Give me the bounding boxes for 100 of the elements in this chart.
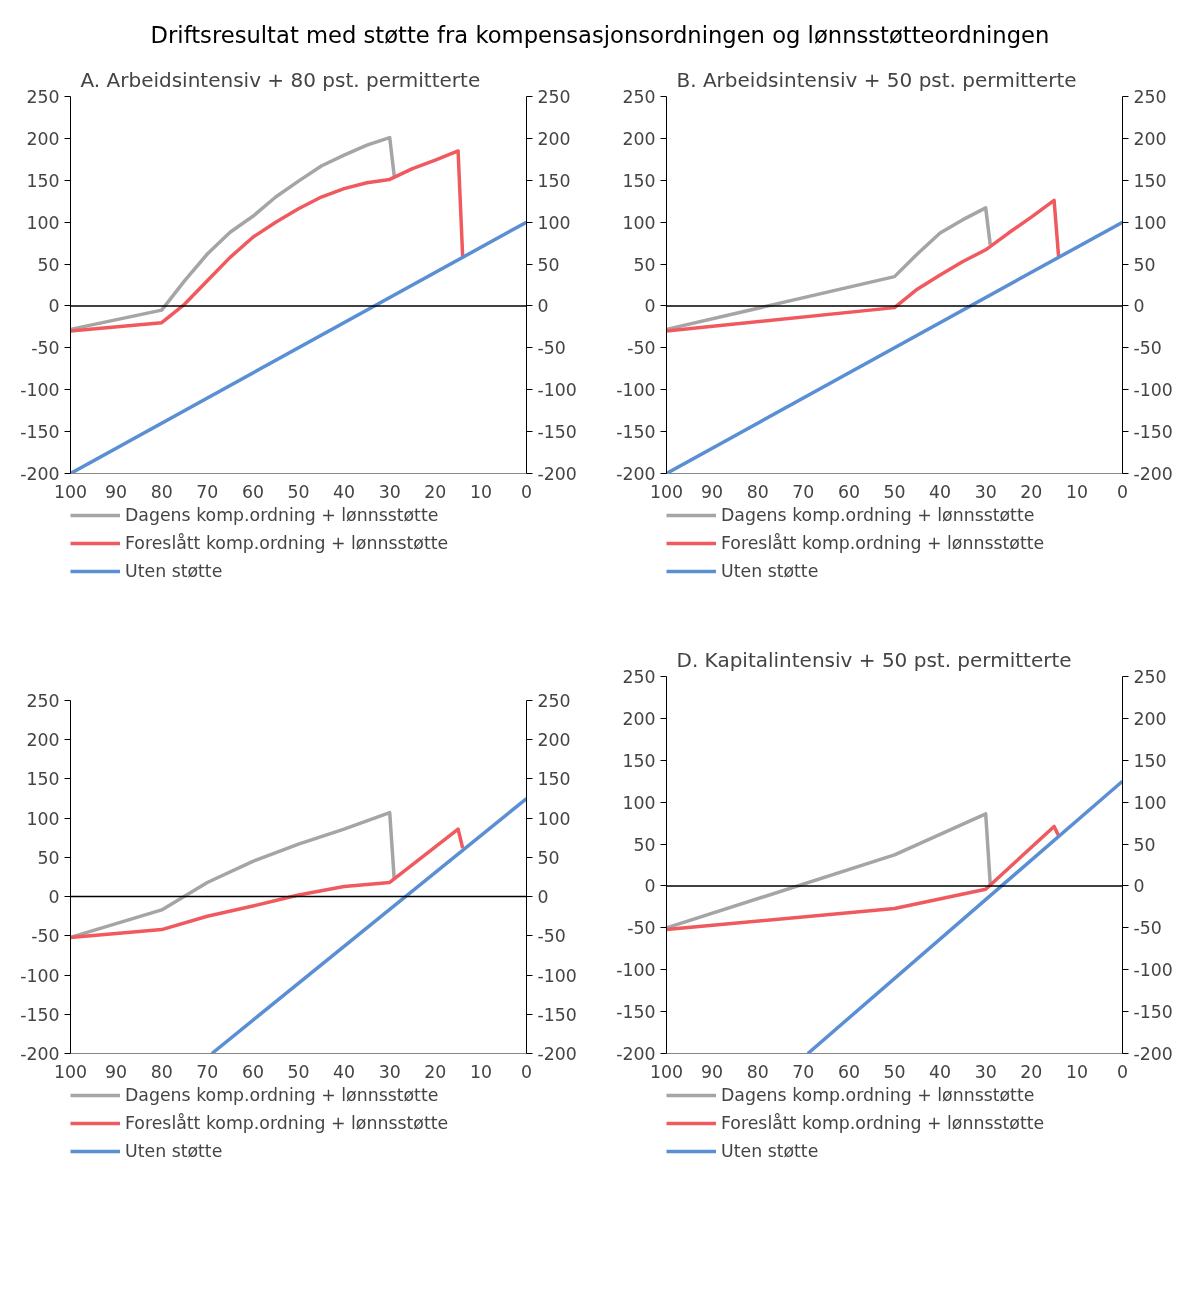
- y-tick-label: -200: [20, 464, 60, 484]
- chart-title: B. Arbeidsintensiv + 50 pst. permitterte: [676, 67, 1077, 92]
- chart-title: A. Arbeidsintensiv + 80 pst. permitterte: [80, 67, 481, 92]
- x-tick-label: 30: [378, 1061, 401, 1082]
- y2-tick-label: -100: [537, 965, 577, 986]
- line-series: [666, 812, 993, 930]
- y2-tick-label: 100: [1133, 212, 1167, 233]
- y2-tick-label: -200: [1133, 1044, 1173, 1064]
- legend-label: Dagens komp.ordning + lønnsstøtte: [721, 1085, 1035, 1105]
- y2-tick-label: 200: [537, 128, 571, 149]
- y2-tick-label: -150: [1133, 1002, 1173, 1023]
- y2-tick-label: -50: [1133, 918, 1162, 939]
- x-tick-label: 40: [333, 481, 356, 502]
- y2-tick-label: 0: [1133, 876, 1145, 897]
- x-tick-label: 40: [333, 1061, 356, 1082]
- y2-tick-label: -200: [537, 464, 577, 484]
- legend-label: Dagens komp.ordning + lønnsstøtte: [125, 505, 439, 525]
- x-tick-label: 80: [746, 1061, 769, 1082]
- y2-tick-label: -100: [1133, 960, 1173, 981]
- y-tick-label: 50: [37, 847, 60, 868]
- legend-label: Uten støtte: [125, 1141, 223, 1161]
- y-tick-label: 150: [26, 170, 60, 191]
- x-tick-label: 50: [883, 481, 906, 502]
- legend-label: Dagens komp.ordning + lønnsstøtte: [125, 1085, 439, 1105]
- x-tick-label: 90: [701, 481, 724, 502]
- x-tick-label: 70: [196, 1061, 219, 1082]
- y2-tick-label: 200: [1133, 128, 1167, 149]
- y2-tick-label: -200: [1133, 464, 1173, 484]
- line-series: [70, 827, 465, 940]
- y-tick-label: 250: [26, 691, 60, 711]
- y2-tick-label: -200: [537, 1044, 577, 1064]
- legend-label: Uten støtte: [125, 561, 223, 581]
- y2-tick-label: 50: [537, 847, 560, 868]
- x-tick-label: 0: [1116, 481, 1129, 502]
- line-series: [666, 206, 993, 332]
- y-tick-label: -150: [20, 422, 60, 443]
- y2-tick-label: 250: [1133, 87, 1167, 107]
- y-tick-label: 50: [633, 254, 656, 275]
- x-tick-label: 20: [424, 1061, 447, 1082]
- legend-label: Uten støtte: [721, 561, 819, 581]
- legend-label: Foreslått komp.ordning + lønnsstøtte: [721, 1113, 1045, 1133]
- legend-label: Foreslått komp.ordning + lønnsstøtte: [721, 533, 1045, 553]
- x-tick-label: 90: [701, 1061, 724, 1082]
- y2-tick-label: 50: [537, 254, 560, 275]
- x-tick-label: 10: [469, 1061, 492, 1082]
- y2-tick-label: 200: [1133, 708, 1167, 729]
- y2-tick-label: -50: [537, 338, 566, 359]
- legend-label: Foreslått komp.ordning + lønnsstøtte: [125, 1113, 449, 1133]
- y-tick-label: -100: [616, 380, 656, 401]
- y2-tick-label: 150: [1133, 750, 1167, 771]
- y-tick-label: -100: [616, 960, 656, 981]
- x-tick-label: 20: [1020, 481, 1043, 502]
- y2-tick-label: 250: [537, 691, 571, 711]
- x-tick-label: 10: [1065, 481, 1088, 502]
- y-tick-label: -50: [31, 926, 60, 947]
- y2-tick-label: 0: [537, 296, 549, 317]
- x-tick-label: 30: [974, 1061, 997, 1082]
- chart-title: D. Kapitalintensiv + 50 pst. permitterte: [676, 647, 1072, 672]
- x-tick-label: 50: [883, 1061, 906, 1082]
- y2-tick-label: -150: [537, 422, 577, 443]
- y-tick-label: 100: [622, 792, 656, 813]
- y2-tick-label: -100: [1133, 380, 1173, 401]
- y2-tick-label: 150: [1133, 170, 1167, 191]
- y2-tick-label: -150: [1133, 422, 1173, 443]
- y2-tick-label: 100: [537, 212, 571, 233]
- y-tick-label: 200: [26, 730, 60, 751]
- y2-tick-label: 50: [1133, 834, 1156, 855]
- y-tick-label: -200: [20, 1044, 60, 1064]
- x-tick-label: 30: [378, 481, 401, 502]
- y-tick-label: -200: [616, 1044, 656, 1064]
- line-series: [666, 824, 1061, 932]
- y-tick-label: -100: [20, 380, 60, 401]
- y2-tick-label: -50: [537, 926, 566, 947]
- y2-tick-label: -50: [1133, 338, 1162, 359]
- y-tick-label: -50: [31, 338, 60, 359]
- x-tick-label: 80: [746, 481, 769, 502]
- x-tick-label: 80: [150, 481, 173, 502]
- x-tick-label: 40: [929, 481, 952, 502]
- y2-tick-label: 250: [537, 87, 571, 107]
- y2-tick-label: 50: [1133, 254, 1156, 275]
- legend-label: Dagens komp.ordning + lønnsstøtte: [721, 505, 1035, 525]
- y-tick-label: -150: [616, 422, 656, 443]
- y-tick-label: -150: [616, 1002, 656, 1023]
- y-tick-label: 0: [644, 296, 656, 317]
- x-tick-label: 60: [241, 1061, 264, 1082]
- y2-tick-label: 0: [1133, 296, 1145, 317]
- y-tick-label: 0: [48, 887, 60, 908]
- x-tick-label: 0: [520, 1061, 533, 1082]
- y2-tick-label: -100: [537, 380, 577, 401]
- x-tick-label: 20: [1020, 1061, 1043, 1082]
- line-series: [70, 149, 465, 333]
- y-tick-label: 100: [622, 212, 656, 233]
- y-tick-label: 50: [633, 834, 656, 855]
- y-tick-label: 250: [26, 87, 60, 107]
- x-tick-label: 0: [520, 481, 533, 502]
- x-tick-label: 60: [241, 481, 264, 502]
- y2-tick-label: 250: [1133, 667, 1167, 687]
- y-tick-label: -200: [616, 464, 656, 484]
- y-tick-label: 0: [644, 876, 656, 897]
- y-tick-label: -50: [627, 918, 656, 939]
